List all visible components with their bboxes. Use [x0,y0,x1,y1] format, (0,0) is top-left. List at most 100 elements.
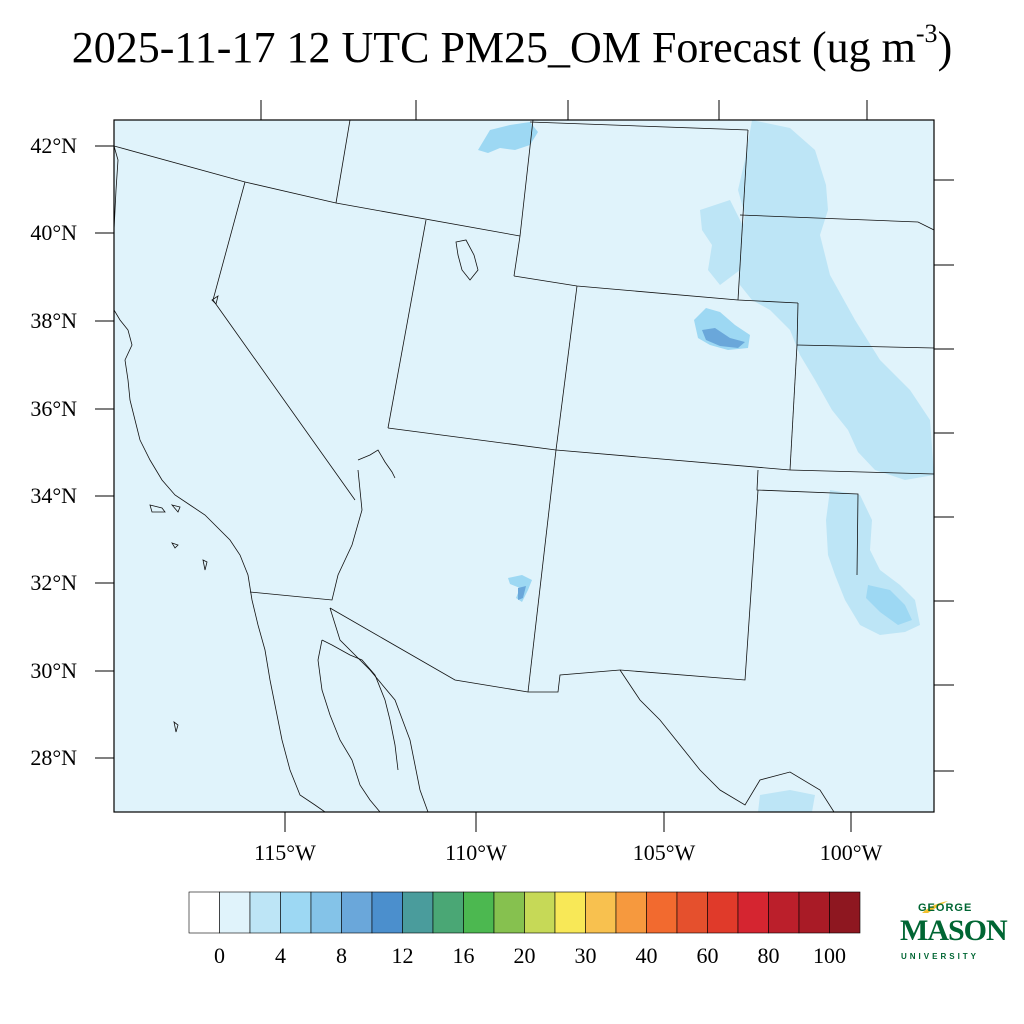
lake-great-salt [455,239,479,281]
logo-university: UNIVERSITY [901,952,980,961]
border-nebraska-east [796,302,799,346]
border-nevada-utah [387,219,427,429]
plume-arizona-core [518,586,526,600]
border-idaho-wyoming [335,120,351,204]
border-ca-baja [249,469,363,601]
colorbar-swatch [432,891,464,934]
lon-label: 100°W [820,840,883,865]
lat-label: 32°N [30,570,77,595]
border-nm-texas [619,489,759,681]
border-wyoming-montana [529,121,749,131]
border-arizona-nm [527,449,557,693]
lat-label: 38°N [30,308,77,333]
pollutant-plumes [478,120,934,812]
colorbar-swatch [646,891,678,934]
lat-label: 34°N [30,483,77,508]
border-wyoming-south [513,275,799,304]
title-text: 2025-11-17 12 UTC PM25_OM Forecast (ug m [71,23,916,72]
lon-label: 105°W [633,840,696,865]
colorbar-swatch [249,891,281,934]
border-texas-panhandle [756,469,859,576]
colorbar-tick-label: 60 [697,943,719,968]
plume-mexico-south [758,790,815,812]
border-oregon-california [114,145,246,183]
tick-marks [95,100,954,832]
colorbar-swatch [341,891,373,934]
coast-california [114,145,326,812]
colorbar-tick-label: 40 [636,943,658,968]
plume-idaho [478,122,538,153]
colorbar-swatch [310,891,342,934]
plume-colorado-front [700,200,745,285]
island-3 [171,542,179,549]
map-frame [113,119,935,813]
colorbar-tick-label: 100 [813,943,846,968]
colorbar-swatch [280,891,312,934]
island-2 [170,504,181,513]
colorbar-swatch [402,891,434,934]
logo-george: GEORGE [918,902,973,914]
boundaries [114,120,934,812]
colorbar [188,891,861,934]
colorbar-swatch [463,891,495,934]
island-6 [211,295,219,305]
colorbar-swatch [188,891,220,934]
plume-colorado-core [702,328,745,348]
colorbar-tick-label: 8 [336,943,347,968]
colorbar-tick-label: 16 [453,943,475,968]
colorbar-swatch [524,891,556,934]
island-5 [173,721,179,733]
lat-labels: 42°N 40°N 38°N 36°N 34°N 32°N 30°N 28°N [30,133,77,770]
colorbar-tick-label: 12 [392,943,414,968]
lat-label: 40°N [30,220,77,245]
border-oklahoma [789,469,934,475]
flame-icon [922,901,948,913]
lon-labels: 115°W 110°W 105°W 100°W [254,840,882,865]
colorbar-swatch [585,891,617,934]
colorbar-tick-label: 0 [214,943,225,968]
colorbar-tick-label: 4 [275,943,286,968]
border-kansas-north [796,344,934,349]
island-4 [202,559,208,571]
border-wyoming-west [513,120,534,277]
plume-texas-core [866,585,912,625]
border-colorado-west [555,285,578,451]
lon-label: 110°W [445,840,507,865]
title-close: ) [937,23,953,72]
colorbar-swatch [676,891,708,934]
lake-mead [357,449,396,479]
lat-label: 36°N [30,396,77,421]
plume-eastern-plains [738,120,934,480]
lat-label: 28°N [30,745,77,770]
lon-label: 115°W [254,840,316,865]
border-sonora-baja [329,607,429,812]
colorbar-swatch [554,891,586,934]
colorbar-tick-label: 80 [758,943,780,968]
colorbar-tick-label: 30 [575,943,597,968]
colorbar-swatch [707,891,739,934]
colorbar-swatch [798,891,830,934]
colorbar-swatch [737,891,769,934]
colorbar-swatch [829,891,861,934]
gmu-logo: GEORGE MASON UNIVERSITY [898,900,1008,970]
coast-gulf [321,639,399,771]
border-us-mexico [329,607,621,693]
colorbar-swatch [371,891,403,934]
border-south-dakota [739,214,934,231]
logo-mason: MASON [900,914,1008,947]
title-exponent: -3 [915,19,938,49]
map-title: 2025-11-17 12 UTC PM25_OM Forecast (ug m… [0,19,1024,73]
lat-label: 42°N [30,133,77,158]
border-colorado-east [789,344,798,471]
lat-label: 30°N [30,658,77,683]
coast-baja-east [317,639,381,812]
colorbar-labels: 0 4 8 12 16 20 30 40 60 80 100 [214,943,846,968]
border-rio-grande [619,669,835,812]
island-1 [149,504,166,513]
colorbar-swatch [615,891,647,934]
colorbar-swatch [493,891,525,934]
colorbar-swatch [219,891,251,934]
colorbar-swatch [768,891,800,934]
colorbar-tick-label: 20 [514,943,536,968]
